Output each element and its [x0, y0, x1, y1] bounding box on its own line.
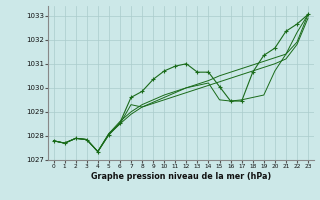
X-axis label: Graphe pression niveau de la mer (hPa): Graphe pression niveau de la mer (hPa): [91, 172, 271, 181]
